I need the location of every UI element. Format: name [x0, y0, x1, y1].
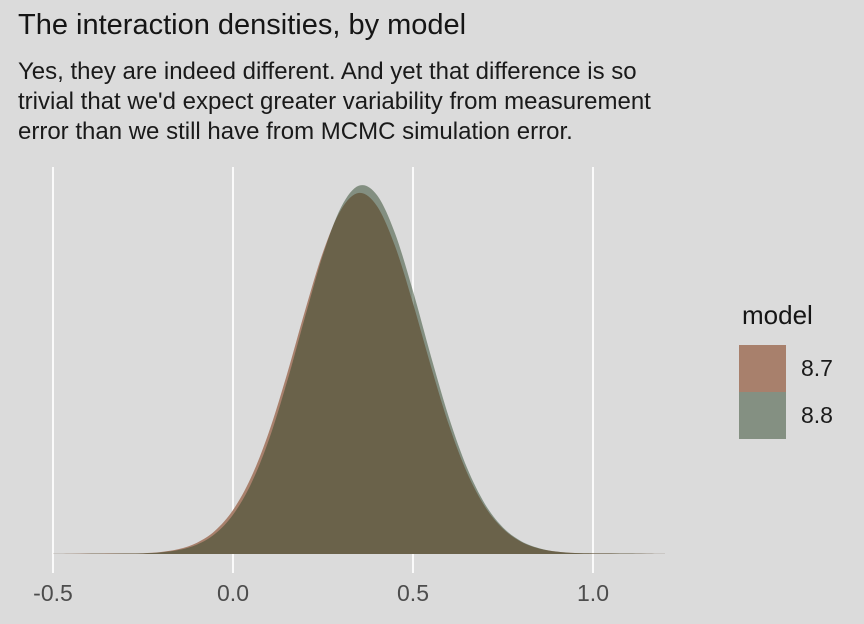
legend-label: 8.7: [801, 355, 833, 381]
x-tick-label: -0.5: [33, 580, 73, 606]
x-tick-label: 0.5: [397, 580, 429, 606]
legend-key-row: 8.7: [739, 345, 833, 392]
legend-label: 8.8: [801, 402, 833, 428]
legend-items: 8.7 8.8: [739, 345, 833, 439]
x-tick-label: 0.0: [217, 580, 249, 606]
legend-title: model: [742, 300, 813, 330]
legend-swatch-8.7: [739, 345, 786, 392]
x-axis: -0.5 0.0 0.5 1.0: [0, 580, 700, 610]
subtitle-line: trivial that we'd expect greater variabi…: [18, 88, 651, 115]
x-tick-label: 1.0: [577, 580, 609, 606]
legend-key-row: 8.8: [739, 392, 833, 439]
density-chart: [52, 167, 665, 573]
legend-swatch-8.8: [739, 392, 786, 439]
legend: model 8.7 8.8: [739, 300, 833, 439]
subtitle-line: Yes, they are indeed different. And yet …: [18, 58, 637, 85]
density-area-8.8: [53, 185, 665, 554]
plot-title: The interaction densities, by model: [18, 9, 467, 41]
subtitle-line: error than we still have from MCMC simul…: [18, 118, 573, 145]
plot-subtitle: Yes, they are indeed different. And yet …: [18, 57, 651, 147]
